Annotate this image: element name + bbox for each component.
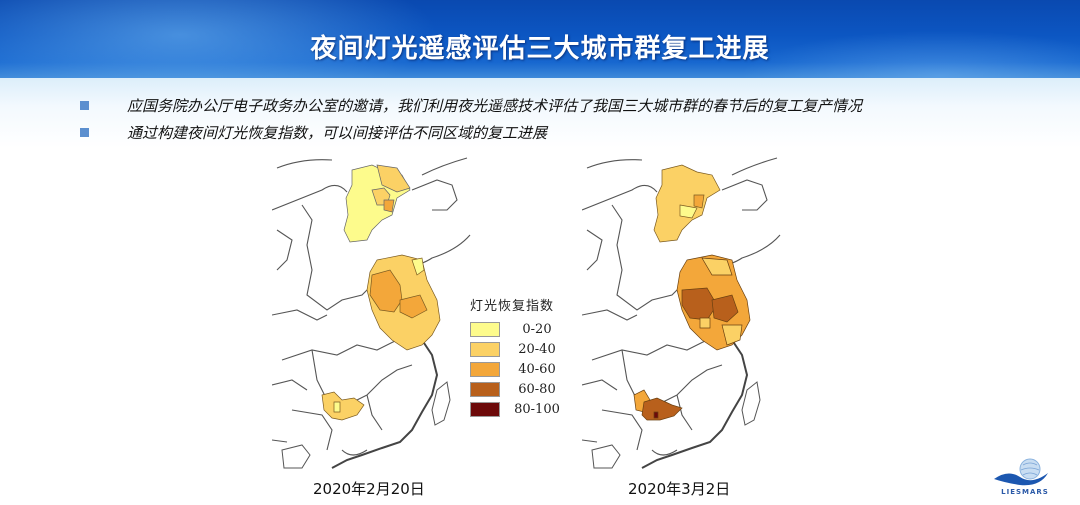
bullet-square-icon <box>80 101 89 110</box>
legend-swatch <box>470 361 500 377</box>
bullet-list: 应国务院办公厅电子政务办公室的邀请，我们利用夜光遥感技术评估了我国三大城市群的春… <box>80 92 862 146</box>
legend-item: 60-80 <box>470 379 562 399</box>
legend-item: 80-100 <box>470 399 562 419</box>
bullet-square-icon <box>80 128 89 137</box>
bullet-item: 通过构建夜间灯光恢复指数，可以间接评估不同区域的复工进展 <box>80 119 862 146</box>
map-date-label-mar02: 2020年3月2日 <box>628 480 731 498</box>
legend-item: 20-40 <box>470 339 562 359</box>
map-mar02 <box>582 150 782 470</box>
legend-label: 0-20 <box>522 321 552 337</box>
china-east-map-icon <box>272 157 471 469</box>
bullet-text: 通过构建夜间灯光恢复指数，可以间接评估不同区域的复工进展 <box>127 124 548 142</box>
slide-title: 夜间灯光遥感评估三大城市群复工进展 <box>310 34 770 64</box>
map-date-label-feb20: 2020年2月20日 <box>313 480 425 498</box>
slide-header <box>0 0 1080 78</box>
legend-label: 60-80 <box>518 381 556 397</box>
legend-label: 20-40 <box>518 341 556 357</box>
bullet-item: 应国务院办公厅电子政务办公室的邀请，我们利用夜光遥感技术评估了我国三大城市群的春… <box>80 92 862 119</box>
legend-title: 灯光恢复指数 <box>470 299 555 314</box>
legend-swatch <box>470 401 500 417</box>
legend-label: 80-100 <box>514 401 560 417</box>
china-east-map-icon <box>582 157 781 469</box>
map-legend: 灯光恢复指数 0-20 20-40 40-60 60-80 80-100 <box>470 295 562 419</box>
logo-text: LIESMARS <box>1001 488 1049 496</box>
legend-swatch <box>470 381 500 397</box>
legend-swatch <box>470 321 500 337</box>
globe-logo-icon <box>994 458 1048 486</box>
legend-label: 40-60 <box>518 361 556 377</box>
header-band <box>0 78 1080 148</box>
legend-item: 0-20 <box>470 319 562 339</box>
legend-item: 40-60 <box>470 359 562 379</box>
legend-swatch <box>470 341 500 357</box>
map-feb20 <box>272 150 472 470</box>
bullet-text: 应国务院办公厅电子政务办公室的邀请，我们利用夜光遥感技术评估了我国三大城市群的春… <box>127 97 863 115</box>
liesmars-logo: LIESMARS <box>990 455 1060 500</box>
